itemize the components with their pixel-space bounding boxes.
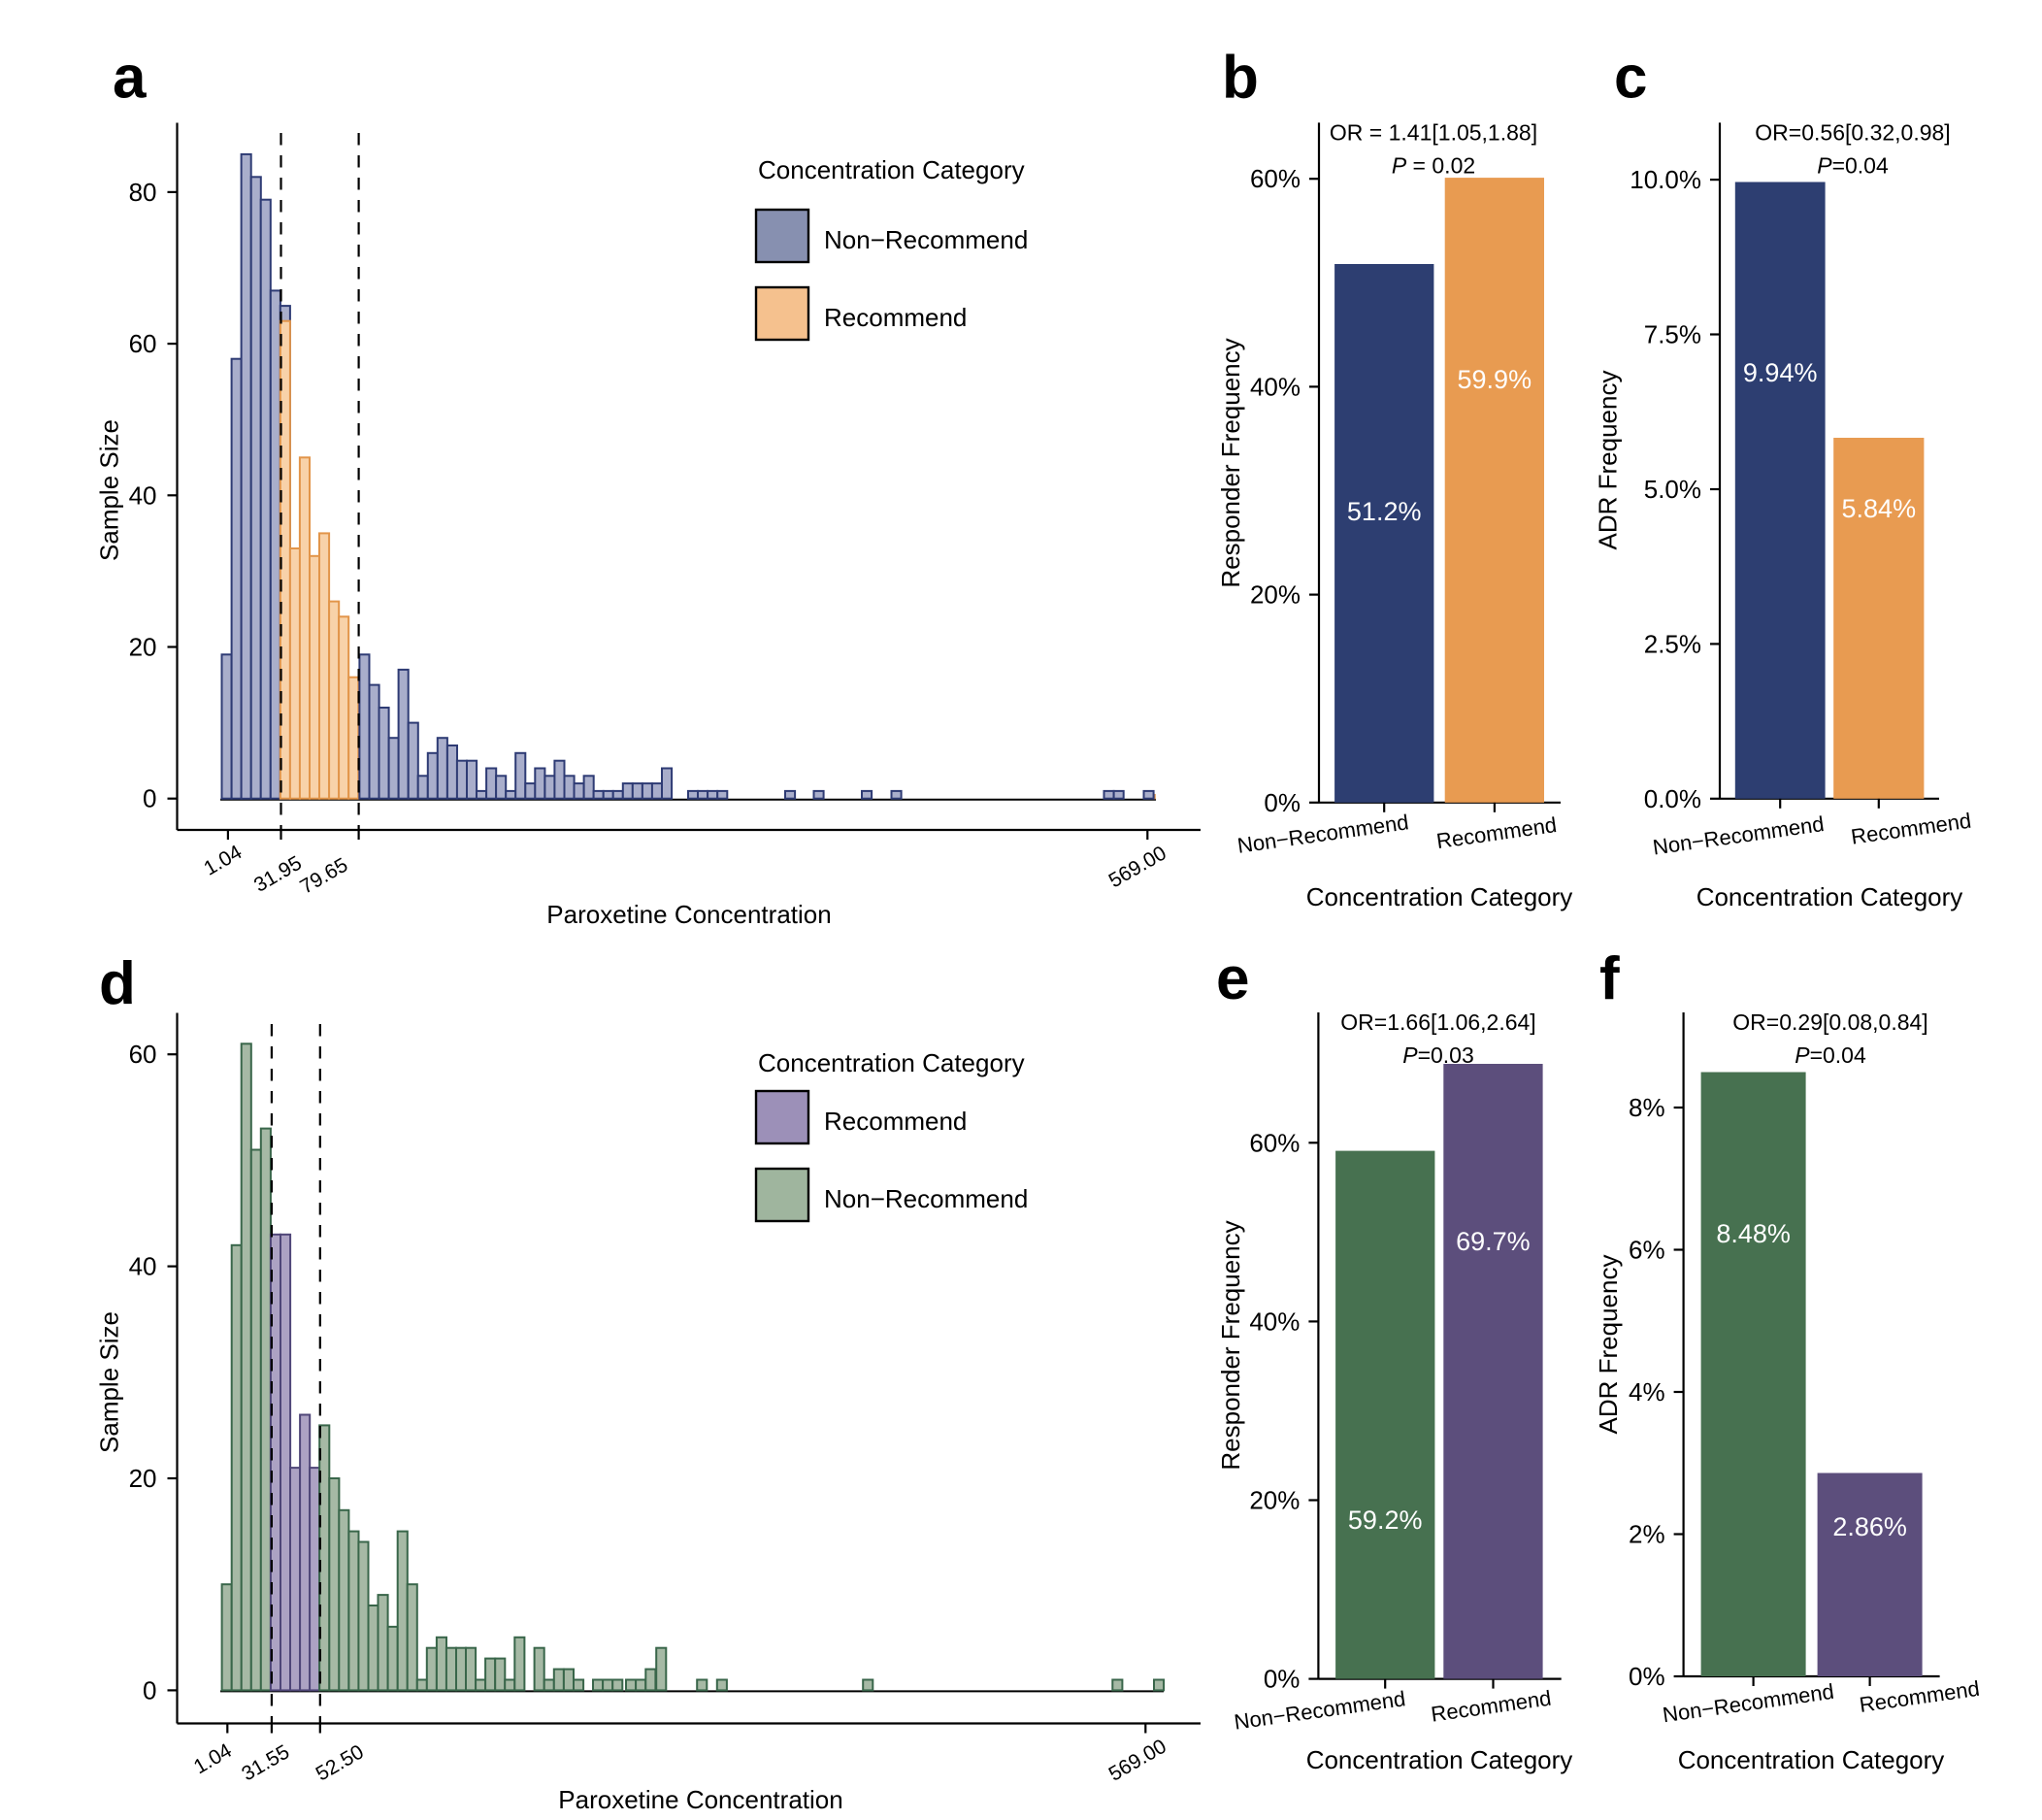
- svg-text:0%: 0%: [1264, 788, 1301, 817]
- svg-text:8.48%: 8.48%: [1716, 1219, 1791, 1248]
- svg-text:20%: 20%: [1249, 1486, 1300, 1515]
- svg-text:a: a: [113, 45, 147, 112]
- svg-text:P=0.03: P=0.03: [1402, 1042, 1474, 1068]
- svg-text:Responder Frequency: Responder Frequency: [1216, 1220, 1245, 1470]
- svg-text:Concentration Category: Concentration Category: [1696, 882, 1963, 911]
- svg-text:OR = 1.41[1.05,1.88]: OR = 1.41[1.05,1.88]: [1330, 119, 1537, 145]
- svg-text:OR=0.29[0.08,0.84]: OR=0.29[0.08,0.84]: [1732, 1009, 1927, 1035]
- svg-text:Responder Frequency: Responder Frequency: [1216, 338, 1245, 587]
- svg-text:d: d: [99, 950, 136, 1017]
- svg-text:ADR Frequency: ADR Frequency: [1594, 371, 1623, 550]
- svg-text:P = 0.02: P = 0.02: [1392, 152, 1475, 178]
- svg-text:5.84%: 5.84%: [1842, 494, 1917, 523]
- svg-text:Recommend: Recommend: [824, 1107, 967, 1136]
- svg-text:40: 40: [129, 480, 157, 510]
- svg-text:Paroxetine Concentration: Paroxetine Concentration: [558, 1785, 842, 1814]
- svg-text:80: 80: [129, 178, 157, 207]
- svg-text:0%: 0%: [1629, 1662, 1665, 1691]
- svg-text:Recommend: Recommend: [824, 303, 967, 332]
- svg-text:Concentration Category: Concentration Category: [1306, 1745, 1573, 1774]
- svg-text:Sample Size: Sample Size: [95, 419, 124, 561]
- svg-text:20: 20: [129, 1464, 157, 1493]
- svg-text:b: b: [1222, 45, 1259, 112]
- svg-text:e: e: [1216, 945, 1249, 1012]
- svg-text:P=0.04: P=0.04: [1817, 152, 1889, 178]
- svg-text:59.9%: 59.9%: [1458, 365, 1532, 394]
- svg-text:69.7%: 69.7%: [1456, 1227, 1531, 1256]
- svg-text:0: 0: [143, 1675, 156, 1704]
- svg-text:Concentration Category: Concentration Category: [1678, 1745, 1945, 1774]
- svg-text:Concentration Category: Concentration Category: [758, 155, 1025, 184]
- svg-text:60%: 60%: [1250, 164, 1301, 193]
- svg-text:2.86%: 2.86%: [1832, 1512, 1907, 1541]
- svg-text:Paroxetine Concentration: Paroxetine Concentration: [546, 900, 831, 929]
- svg-text:8%: 8%: [1629, 1093, 1665, 1122]
- svg-text:40%: 40%: [1250, 372, 1301, 401]
- svg-text:c: c: [1614, 45, 1647, 112]
- svg-text:P=0.04: P=0.04: [1795, 1042, 1866, 1068]
- svg-text:60: 60: [129, 329, 157, 358]
- svg-text:ADR Frequency: ADR Frequency: [1594, 1255, 1623, 1435]
- svg-text:0.0%: 0.0%: [1644, 784, 1701, 813]
- svg-text:0: 0: [143, 784, 156, 813]
- svg-text:20%: 20%: [1250, 580, 1301, 610]
- svg-text:2%: 2%: [1629, 1520, 1665, 1549]
- svg-text:5.0%: 5.0%: [1644, 475, 1701, 504]
- svg-text:2.5%: 2.5%: [1644, 629, 1701, 658]
- svg-text:51.2%: 51.2%: [1347, 497, 1422, 526]
- svg-text:Non−Recommend: Non−Recommend: [824, 1184, 1028, 1213]
- svg-text:0%: 0%: [1264, 1665, 1301, 1694]
- svg-text:10.0%: 10.0%: [1630, 165, 1701, 194]
- svg-text:20: 20: [129, 633, 157, 662]
- svg-text:Non−Recommend: Non−Recommend: [824, 225, 1028, 254]
- svg-text:Concentration Category: Concentration Category: [1306, 882, 1573, 911]
- svg-text:f: f: [1599, 945, 1620, 1012]
- svg-text:59.2%: 59.2%: [1348, 1506, 1423, 1535]
- svg-text:9.94%: 9.94%: [1743, 358, 1818, 387]
- svg-text:60%: 60%: [1249, 1128, 1300, 1157]
- svg-text:40: 40: [129, 1252, 157, 1281]
- svg-text:OR=0.56[0.32,0.98]: OR=0.56[0.32,0.98]: [1755, 119, 1950, 145]
- svg-text:Concentration Category: Concentration Category: [758, 1048, 1025, 1077]
- svg-text:6%: 6%: [1629, 1236, 1665, 1265]
- svg-text:60: 60: [129, 1040, 157, 1069]
- svg-text:OR=1.66[1.06,2.64]: OR=1.66[1.06,2.64]: [1340, 1009, 1535, 1035]
- svg-text:Sample Size: Sample Size: [95, 1311, 124, 1453]
- svg-text:7.5%: 7.5%: [1644, 320, 1701, 349]
- svg-text:40%: 40%: [1249, 1307, 1300, 1336]
- svg-text:4%: 4%: [1629, 1377, 1665, 1406]
